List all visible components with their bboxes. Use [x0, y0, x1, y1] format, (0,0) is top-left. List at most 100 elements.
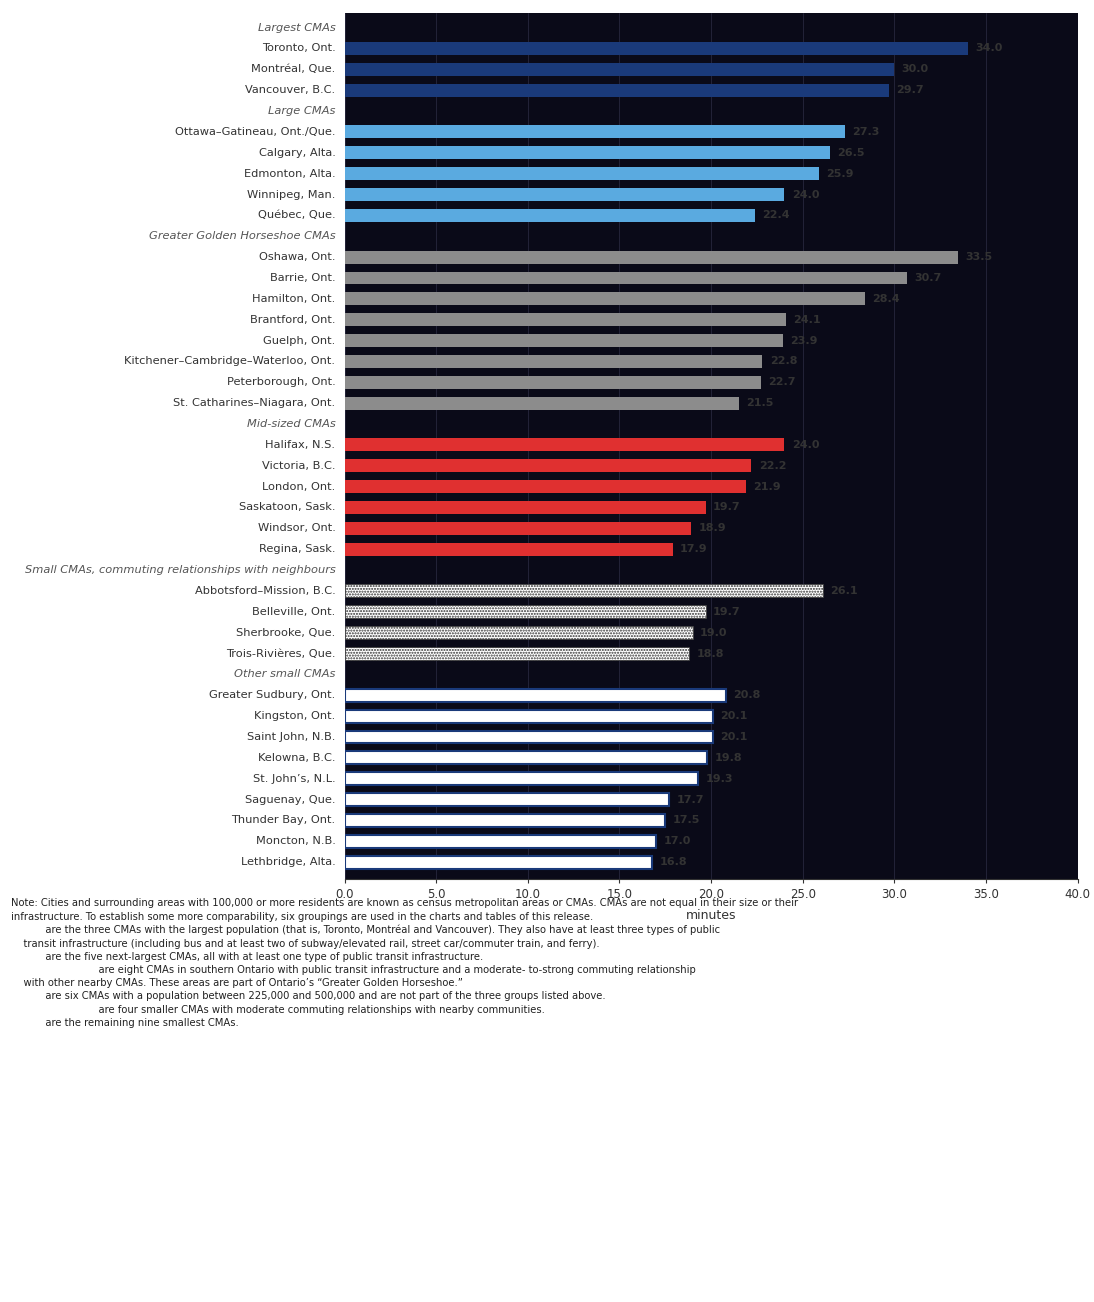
Bar — [345, 605, 706, 618]
Bar — [345, 501, 706, 514]
X-axis label: minutes: minutes — [686, 909, 736, 922]
Text: Abbotsford–Mission, B.C.: Abbotsford–Mission, B.C. — [195, 586, 336, 596]
Text: Guelph, Ont.: Guelph, Ont. — [264, 336, 336, 345]
Bar — [345, 689, 725, 702]
Text: 34.0: 34.0 — [975, 43, 1002, 53]
Text: 28.4: 28.4 — [872, 294, 900, 303]
Text: 29.7: 29.7 — [896, 85, 923, 95]
Text: Barrie, Ont.: Barrie, Ont. — [270, 273, 336, 283]
Text: Kitchener–Cambridge–Waterloo, Ont.: Kitchener–Cambridge–Waterloo, Ont. — [125, 357, 336, 366]
Text: 19.7: 19.7 — [713, 607, 741, 617]
Text: Calgary, Alta.: Calgary, Alta. — [258, 148, 336, 158]
Bar — [345, 730, 713, 743]
Bar — [345, 208, 755, 221]
Bar — [345, 751, 708, 764]
Text: Trois-Rivières, Que.: Trois-Rivières, Que. — [226, 648, 336, 659]
Bar — [345, 626, 693, 639]
Text: 19.8: 19.8 — [714, 753, 743, 763]
Text: 24.0: 24.0 — [792, 440, 819, 450]
Text: 19.3: 19.3 — [706, 773, 733, 784]
Text: Québec, Que.: Québec, Que. — [258, 211, 336, 220]
Text: Large CMAs: Large CMAs — [268, 105, 336, 116]
Bar — [345, 187, 784, 201]
Text: Greater Golden Horseshoe CMAs: Greater Golden Horseshoe CMAs — [149, 232, 336, 241]
Bar — [345, 272, 907, 284]
Text: 18.8: 18.8 — [697, 648, 724, 659]
Text: 25.9: 25.9 — [827, 169, 854, 178]
Text: Toronto, Ont.: Toronto, Ont. — [261, 43, 336, 53]
Text: Ottawa–Gatineau, Ont./Que.: Ottawa–Gatineau, Ont./Que. — [175, 126, 336, 137]
Text: 18.9: 18.9 — [698, 523, 726, 534]
Text: 22.7: 22.7 — [768, 378, 795, 387]
Text: Regina, Sask.: Regina, Sask. — [259, 544, 336, 555]
Bar — [345, 251, 958, 263]
Text: Sherbrooke, Que.: Sherbrooke, Que. — [236, 628, 336, 638]
Bar — [345, 439, 784, 452]
Text: Kelowna, B.C.: Kelowna, B.C. — [258, 753, 336, 763]
Bar — [345, 814, 665, 827]
Text: 27.3: 27.3 — [852, 126, 880, 137]
Text: Other small CMAs: Other small CMAs — [234, 669, 336, 680]
Text: 19.0: 19.0 — [700, 628, 728, 638]
Text: Hamilton, Ont.: Hamilton, Ont. — [253, 294, 336, 303]
Bar — [345, 355, 763, 368]
Text: Edmonton, Alta.: Edmonton, Alta. — [244, 169, 336, 178]
Text: 17.9: 17.9 — [680, 544, 708, 555]
Text: 21.5: 21.5 — [746, 398, 773, 408]
Text: Greater Sudbury, Ont.: Greater Sudbury, Ont. — [209, 690, 336, 700]
Text: Note: Cities and surrounding areas with 100,000 or more residents are known as c: Note: Cities and surrounding areas with … — [11, 898, 798, 1027]
Text: Windsor, Ont.: Windsor, Ont. — [257, 523, 336, 534]
Text: 20.1: 20.1 — [720, 711, 747, 721]
Text: Small CMAs, commuting relationships with neighbours: Small CMAs, commuting relationships with… — [25, 565, 336, 575]
Text: Victoria, B.C.: Victoria, B.C. — [261, 461, 336, 471]
Bar — [345, 376, 760, 389]
Text: 19.7: 19.7 — [713, 503, 741, 513]
Text: 33.5: 33.5 — [966, 253, 993, 262]
Text: Largest CMAs: Largest CMAs — [258, 22, 336, 33]
Text: 23.9: 23.9 — [790, 336, 817, 345]
Bar — [345, 460, 752, 473]
Text: Mid-sized CMAs: Mid-sized CMAs — [247, 419, 336, 430]
Text: St. Catharines–Niagara, Ont.: St. Catharines–Niagara, Ont. — [173, 398, 336, 408]
Text: Saskatoon, Sask.: Saskatoon, Sask. — [238, 503, 336, 513]
Text: 22.2: 22.2 — [759, 461, 787, 471]
Bar — [345, 335, 782, 348]
Bar — [345, 855, 652, 868]
Bar — [345, 480, 746, 493]
Text: Brantford, Ont.: Brantford, Ont. — [249, 315, 336, 324]
Bar — [345, 293, 865, 305]
Text: Montréal, Que.: Montréal, Que. — [252, 64, 336, 74]
Bar — [345, 522, 691, 535]
Bar — [345, 62, 895, 76]
Text: 30.7: 30.7 — [915, 273, 942, 283]
Text: 24.1: 24.1 — [793, 315, 822, 324]
Text: Oshawa, Ont.: Oshawa, Ont. — [259, 253, 336, 262]
Bar — [345, 83, 888, 96]
Text: 24.0: 24.0 — [792, 190, 819, 199]
Text: 20.1: 20.1 — [720, 732, 747, 742]
Bar — [345, 42, 968, 55]
Text: Peterborough, Ont.: Peterborough, Ont. — [226, 378, 336, 387]
Text: 17.5: 17.5 — [673, 815, 700, 825]
Text: 22.8: 22.8 — [770, 357, 798, 366]
Text: 17.0: 17.0 — [663, 836, 690, 846]
Text: Lethbridge, Alta.: Lethbridge, Alta. — [241, 857, 336, 867]
Bar — [345, 314, 787, 327]
Bar — [345, 835, 656, 848]
Text: 26.5: 26.5 — [838, 148, 865, 158]
Bar — [345, 543, 673, 556]
Text: Saint John, N.B.: Saint John, N.B. — [247, 732, 336, 742]
Text: London, Ont.: London, Ont. — [263, 482, 336, 492]
Text: 16.8: 16.8 — [660, 857, 687, 867]
Bar — [345, 793, 668, 806]
Text: Thunder Bay, Ont.: Thunder Bay, Ont. — [231, 815, 336, 825]
Bar — [345, 146, 830, 159]
Text: Kingston, Ont.: Kingston, Ont. — [254, 711, 336, 721]
Text: Vancouver, B.C.: Vancouver, B.C. — [245, 85, 336, 95]
Bar — [345, 397, 738, 410]
Bar — [345, 167, 819, 180]
Text: Halifax, N.S.: Halifax, N.S. — [266, 440, 336, 450]
Text: St. John’s, N.L.: St. John’s, N.L. — [253, 773, 336, 784]
Text: 26.1: 26.1 — [830, 586, 858, 596]
Bar — [345, 772, 698, 785]
